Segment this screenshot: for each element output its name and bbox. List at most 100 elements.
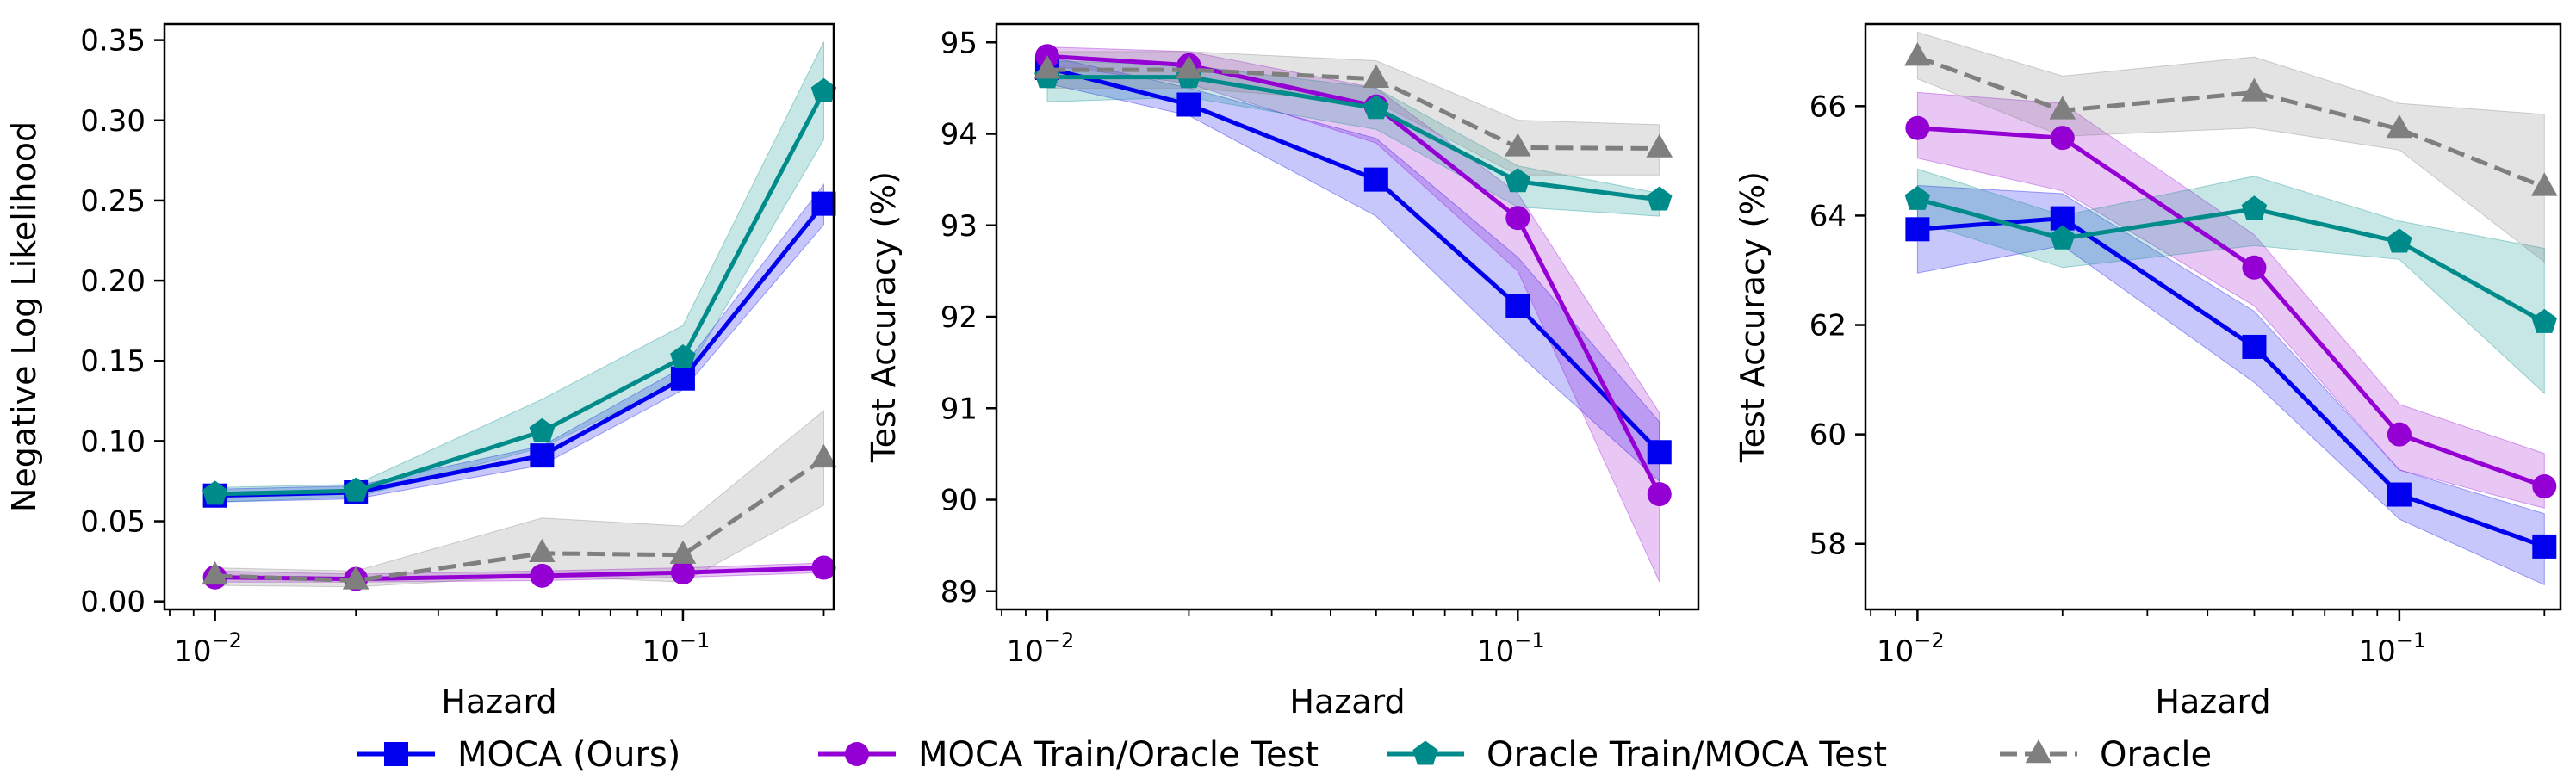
marker-oracle_train_moca_test xyxy=(2531,308,2557,333)
marker-moca_train_oracle_test xyxy=(1905,115,1930,140)
marker-oracle xyxy=(1362,64,1390,88)
marker-oracle_train_moca_test xyxy=(529,417,556,442)
marker-oracle_train_moca_test xyxy=(1647,186,1673,211)
marker-oracle_train_moca_test xyxy=(1363,95,1389,120)
marker-oracle_train_moca_test xyxy=(202,480,228,505)
marker-oracle xyxy=(1176,55,1202,79)
y-axis-label: Negative Log Likelihood xyxy=(5,121,43,512)
legend-item-oracle: Oracle xyxy=(2000,735,2212,773)
marker-moca_train_oracle_test xyxy=(2387,422,2412,447)
marker-oracle xyxy=(2530,172,2558,196)
marker-moca_train_oracle_test xyxy=(2050,126,2075,151)
marker-oracle_train_moca_test xyxy=(670,344,696,368)
y-tick-label: 95 xyxy=(940,26,978,60)
x-tick-exponent: −1 xyxy=(680,628,710,652)
x-tick-base: 10 xyxy=(1007,634,1044,669)
y-axis-label: Test Accuracy (%) xyxy=(1734,171,1772,463)
plot-frame xyxy=(1864,22,2562,611)
marker-oracle xyxy=(2049,96,2076,120)
y-tick-label: 0.10 xyxy=(80,424,146,459)
marker-moca xyxy=(670,366,695,391)
marker-moca_train_oracle_test xyxy=(1505,206,1530,231)
y-tick-label: 92 xyxy=(940,300,978,335)
y-tick-label: 0.25 xyxy=(80,184,146,219)
legend-item-oracle_train_moca_test: Oracle Train/MOCA Test xyxy=(1387,735,1887,773)
marker-oracle xyxy=(529,538,556,562)
marker-oracle_train_moca_test xyxy=(2387,228,2412,253)
y-tick-label: 93 xyxy=(940,209,978,244)
y-tick-label: 0.20 xyxy=(80,264,146,299)
x-tick-label: 10−2 xyxy=(174,628,242,669)
legend-item-moca: MOCA (Ours) xyxy=(357,735,680,773)
marker-moca_train_oracle_test xyxy=(811,555,836,580)
legend-marker xyxy=(384,742,408,766)
x-tick-label: 10−1 xyxy=(2359,628,2427,669)
marker-oracle xyxy=(669,540,697,564)
marker-moca_train_oracle_test xyxy=(1647,482,1672,507)
marker-moca xyxy=(811,191,836,216)
x-tick-exponent: −1 xyxy=(2396,628,2426,652)
legend-label: Oracle xyxy=(2100,735,2212,773)
x-axis-label: Hazard xyxy=(1289,683,1405,720)
marker-oracle_train_moca_test xyxy=(2241,195,2268,220)
x-tick-exponent: −1 xyxy=(1514,628,1544,652)
y-tick-label: 64 xyxy=(1809,199,1847,233)
legend-marker xyxy=(2025,739,2052,764)
y-tick-label: 58 xyxy=(1809,528,1847,562)
marker-oracle xyxy=(2241,77,2268,102)
marker-oracle xyxy=(810,443,837,468)
y-tick-label: 0.05 xyxy=(80,505,146,540)
x-tick-label: 10−2 xyxy=(1007,628,1075,669)
y-tick-label: 0.35 xyxy=(80,24,146,59)
marker-oracle_train_moca_test xyxy=(343,477,369,502)
y-tick-label: 60 xyxy=(1809,418,1847,453)
marker-moca xyxy=(1505,294,1530,318)
legend-marker xyxy=(1412,740,1438,765)
y-axis-label: Test Accuracy (%) xyxy=(865,171,903,463)
x-tick-label: 10−1 xyxy=(642,628,711,669)
marker-moca xyxy=(2532,534,2557,559)
marker-moca_train_oracle_test xyxy=(530,563,555,588)
y-tick-label: 0.30 xyxy=(80,104,146,139)
legend-marker xyxy=(845,742,869,766)
marker-oracle xyxy=(1505,133,1531,157)
marker-oracle_train_moca_test xyxy=(1505,168,1530,193)
x-axis-label: Hazard xyxy=(2155,683,2270,720)
marker-moca_train_oracle_test xyxy=(670,560,695,585)
marker-oracle xyxy=(1034,55,1061,79)
marker-moca xyxy=(1363,167,1388,192)
marker-oracle_train_moca_test xyxy=(810,77,837,102)
x-tick-base: 10 xyxy=(1877,634,1914,669)
marker-oracle_train_moca_test xyxy=(2050,225,2076,250)
band-moca xyxy=(214,182,824,503)
y-tick-label: 0.00 xyxy=(80,585,146,620)
legend: MOCA (Ours) MOCA Train/Oracle Test Oracle … xyxy=(357,735,2212,773)
band-oracle xyxy=(214,409,824,588)
marker-oracle xyxy=(1904,42,1931,66)
marker-oracle xyxy=(2386,114,2413,139)
y-tick-label: 91 xyxy=(940,392,978,426)
x-tick-exponent: −2 xyxy=(1914,628,1944,652)
marker-moca xyxy=(1647,440,1672,465)
marker-oracle_train_moca_test xyxy=(1904,185,1931,210)
marker-moca xyxy=(2387,482,2412,507)
y-tick-label: 89 xyxy=(940,575,978,609)
marker-moca xyxy=(2242,334,2267,359)
x-tick-exponent: −2 xyxy=(1044,628,1074,652)
band-moca_train_oracle_test xyxy=(1916,91,2545,510)
x-tick-base: 10 xyxy=(642,634,680,669)
plot-frame xyxy=(163,22,835,611)
marker-moca_train_oracle_test xyxy=(2532,474,2557,499)
y-tick-label: 66 xyxy=(1809,90,1847,124)
marker-moca xyxy=(1905,217,1930,242)
legend-item-moca_train_oracle_test: MOCA Train/Oracle Test xyxy=(818,735,1319,773)
marker-moca xyxy=(1176,92,1201,117)
legend-label: MOCA Train/Oracle Test xyxy=(918,735,1319,773)
marker-moca xyxy=(530,443,555,468)
series-line-oracle xyxy=(1916,54,2546,189)
x-tick-base: 10 xyxy=(2359,634,2396,669)
